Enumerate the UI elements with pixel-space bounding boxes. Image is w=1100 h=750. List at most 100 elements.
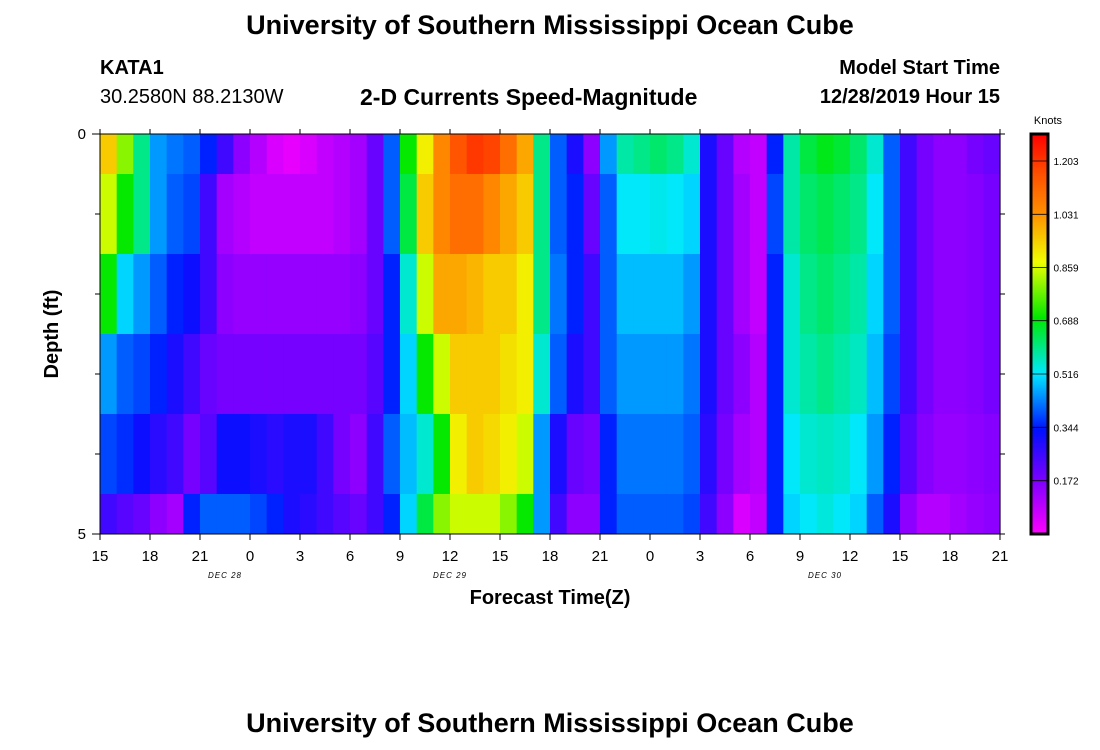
heatmap-cell (466, 254, 484, 334)
heatmap-cell (783, 254, 801, 334)
heatmap-cell (533, 494, 551, 534)
y-tick-label: 5 (78, 526, 86, 543)
heatmap-cell (216, 414, 234, 494)
heatmap-cell (500, 254, 518, 334)
heatmap-cell (200, 414, 218, 494)
heatmap-cell (783, 494, 801, 534)
colorbar-tick-label: 0.344 (1053, 423, 1078, 434)
heatmap-cell (750, 134, 768, 174)
heatmap-cell (783, 334, 801, 414)
heatmap-cell (350, 414, 368, 494)
heatmap-cell (500, 134, 518, 174)
heatmap-cell (733, 254, 751, 334)
heatmap-cell (683, 174, 701, 254)
x-axis-label: Forecast Time(Z) (470, 587, 631, 609)
heatmap-cell (716, 334, 734, 414)
heatmap-cell (950, 334, 968, 414)
heatmap-cell (416, 134, 434, 174)
heatmap-cell (300, 254, 318, 334)
heatmap-cell (133, 334, 151, 414)
heatmap-cell (933, 494, 951, 534)
heatmap-cell (766, 174, 784, 254)
page-title: University of Southern Mississippi Ocean… (246, 10, 854, 40)
x-tick-label: 18 (142, 548, 159, 565)
heatmap-cell (116, 494, 134, 534)
heatmap-cell (816, 494, 834, 534)
heatmap-cell (966, 334, 984, 414)
x-tick-label: 21 (992, 548, 1009, 565)
heatmap-cell (133, 134, 151, 174)
heatmap-cell (200, 334, 218, 414)
heatmap-cell (583, 254, 601, 334)
heatmap-cell (700, 334, 718, 414)
heatmap-cell (666, 494, 684, 534)
heatmap-cell (933, 174, 951, 254)
heatmap-cell (966, 134, 984, 174)
x-tick-label: 6 (346, 548, 354, 565)
heatmap-cell (183, 254, 201, 334)
heatmap-cell (850, 134, 868, 174)
heatmap-cell (166, 494, 184, 534)
heatmap-cell (550, 494, 568, 534)
heatmap-cell (883, 134, 901, 174)
heatmap-cell (266, 174, 284, 254)
heatmap-cell (350, 334, 368, 414)
heatmap-cell (866, 254, 884, 334)
heatmap-cell (950, 174, 968, 254)
heatmap-cell (833, 494, 851, 534)
heatmap-cell (800, 414, 818, 494)
heatmap-cell (866, 414, 884, 494)
heatmap-cell (450, 134, 468, 174)
heatmap-cell (166, 414, 184, 494)
heatmap-cell (300, 134, 318, 174)
heatmap-cell (983, 334, 1001, 414)
x-tick-label: 9 (796, 548, 804, 565)
heatmap-cell (450, 414, 468, 494)
heatmap-cell (533, 134, 551, 174)
colorbar-tick-label: 0.172 (1053, 477, 1078, 488)
heatmap-cell (183, 134, 201, 174)
heatmap-cell (616, 254, 634, 334)
heatmap-cell (300, 334, 318, 414)
x-tick-label: 0 (246, 548, 254, 565)
heatmap-cell (316, 134, 334, 174)
heatmap-cell (783, 174, 801, 254)
heatmap-cell (700, 254, 718, 334)
heatmap-cell (733, 414, 751, 494)
heatmap-cell (983, 494, 1001, 534)
heatmap-cell (450, 254, 468, 334)
heatmap-cell (133, 254, 151, 334)
heatmap-cell (883, 174, 901, 254)
heatmap-cell (750, 494, 768, 534)
colorbar-ticks: 1.203 1.031 0.859 0.688 0.516 0.344 0.172 (1031, 157, 1079, 488)
heatmap-cell (333, 494, 351, 534)
heatmap-cell (683, 134, 701, 174)
heatmap-cell (216, 494, 234, 534)
heatmap-cell (883, 334, 901, 414)
heatmap-cell (233, 494, 251, 534)
heatmap-cell (116, 174, 134, 254)
heatmap-cell (283, 254, 301, 334)
heatmap-cell (616, 414, 634, 494)
heatmap-cell (600, 134, 618, 174)
heatmap-cell (683, 414, 701, 494)
heatmap-cell (716, 414, 734, 494)
heatmap-cell (133, 174, 151, 254)
heatmap-cell (550, 414, 568, 494)
heatmap-cell (100, 334, 118, 414)
heatmap-cell (666, 134, 684, 174)
heatmap-cell (833, 134, 851, 174)
heatmap-cell (883, 494, 901, 534)
heatmap-cell (683, 254, 701, 334)
heatmap-cell (583, 334, 601, 414)
heatmap-cell (966, 254, 984, 334)
heatmap-cell (200, 134, 218, 174)
heatmap-cell (866, 334, 884, 414)
y-axis-label: Depth (ft) (41, 290, 63, 379)
heatmap-cell (366, 174, 384, 254)
heatmap-cell (416, 414, 434, 494)
heatmap-cell (550, 174, 568, 254)
heatmap-cell (883, 254, 901, 334)
heatmap-cell (233, 254, 251, 334)
